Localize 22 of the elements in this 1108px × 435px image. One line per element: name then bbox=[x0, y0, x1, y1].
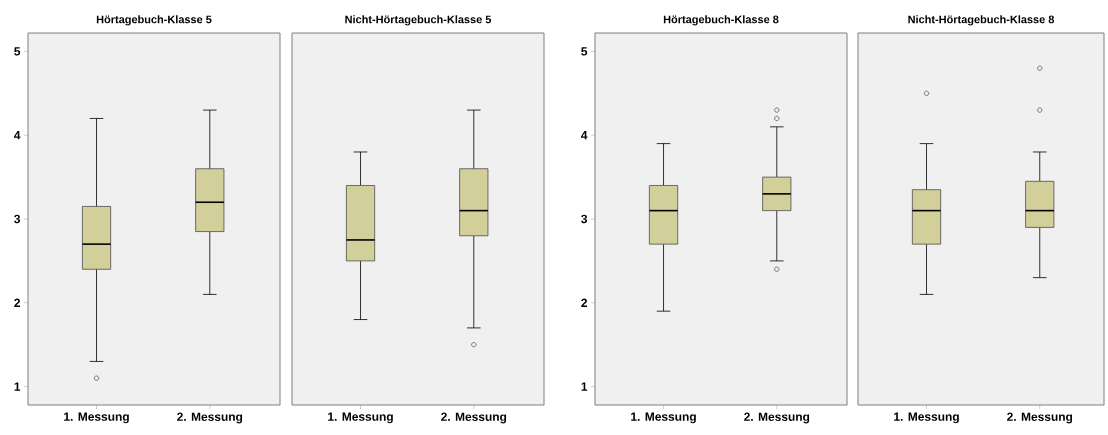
chart-title: Hörtagebuch-Klasse 8 bbox=[663, 15, 779, 26]
chart-title: Nicht-Hörtagebuch-Klasse 8 bbox=[908, 15, 1055, 26]
y-tick-label: 3 bbox=[581, 214, 588, 224]
y-tick-label: 4 bbox=[581, 131, 588, 140]
chart-title: Nicht-Hörtagebuch-Klasse 5 bbox=[345, 15, 492, 26]
y-tick-label: 1 bbox=[581, 382, 588, 391]
x-tick-label: 2. Messung bbox=[177, 412, 243, 424]
y-tick-label: 5 bbox=[14, 47, 21, 56]
y-tick-label: 4 bbox=[14, 131, 21, 140]
y-tick-label: 5 bbox=[581, 47, 588, 56]
x-tick-label: 1. Messung bbox=[328, 412, 393, 424]
y-tick-label: 3 bbox=[14, 214, 21, 224]
y-tick-label: 2 bbox=[581, 298, 588, 307]
x-tick-label: 2. Messung bbox=[441, 412, 507, 424]
y-tick-label: 1 bbox=[14, 382, 21, 391]
chart-title: Hörtagebuch-Klasse 5 bbox=[96, 15, 212, 26]
x-tick-label: 1. Messung bbox=[64, 412, 129, 424]
x-tick-label: 1. Messung bbox=[631, 412, 696, 424]
y-tick-label: 2 bbox=[14, 298, 20, 307]
x-tick-label: 2. Messung bbox=[744, 412, 810, 424]
x-tick-label: 2. Messung bbox=[1007, 412, 1073, 424]
x-tick-label: 1. Messung bbox=[894, 412, 959, 424]
